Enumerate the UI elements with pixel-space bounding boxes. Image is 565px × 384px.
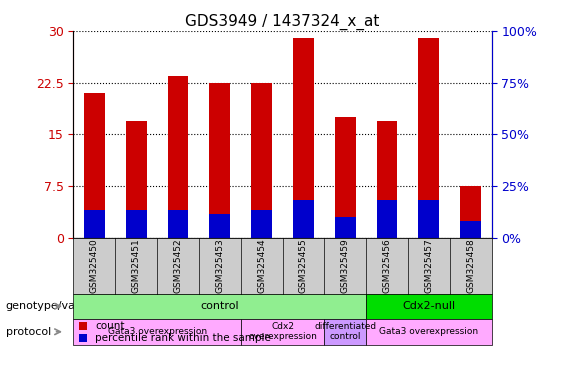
Text: Gata3 overexpression: Gata3 overexpression [107,327,207,336]
Bar [167,76,189,238]
Text: Gata3 overexpression: Gata3 overexpression [379,327,479,336]
Text: GSM325452: GSM325452 [173,238,182,293]
Text: protocol: protocol [6,327,51,337]
Bar [418,38,440,238]
Bar [84,210,105,238]
Text: GSM325459: GSM325459 [341,238,350,293]
Bar [418,200,440,238]
Text: GSM325457: GSM325457 [424,238,433,293]
Bar [209,83,231,238]
Bar [125,210,147,238]
Bar [334,217,356,238]
Bar [125,121,147,238]
Text: GSM325451: GSM325451 [132,238,141,293]
Text: GSM325453: GSM325453 [215,238,224,293]
Text: GSM325458: GSM325458 [466,238,475,293]
Bar [293,200,314,238]
Text: GSM325455: GSM325455 [299,238,308,293]
Bar [460,186,481,238]
Bar [293,38,314,238]
Text: GSM325450: GSM325450 [90,238,99,293]
Legend: count, percentile rank within the sample: count, percentile rank within the sample [79,321,271,343]
Bar [460,221,481,238]
Text: genotype/variation: genotype/variation [6,301,112,311]
Bar [84,93,105,238]
Text: Cdx2
overexpression: Cdx2 overexpression [248,322,317,341]
Bar [377,200,398,238]
Bar [251,83,272,238]
Text: GSM325454: GSM325454 [257,238,266,293]
Text: GSM325456: GSM325456 [383,238,392,293]
Bar [167,210,189,238]
Text: Cdx2-null: Cdx2-null [402,301,455,311]
Text: GDS3949 / 1437324_x_at: GDS3949 / 1437324_x_at [185,13,380,30]
Text: differentiated
control: differentiated control [314,322,376,341]
Bar [334,117,356,238]
Bar [377,121,398,238]
Text: control: control [201,301,239,311]
Bar [251,210,272,238]
Bar [209,214,231,238]
